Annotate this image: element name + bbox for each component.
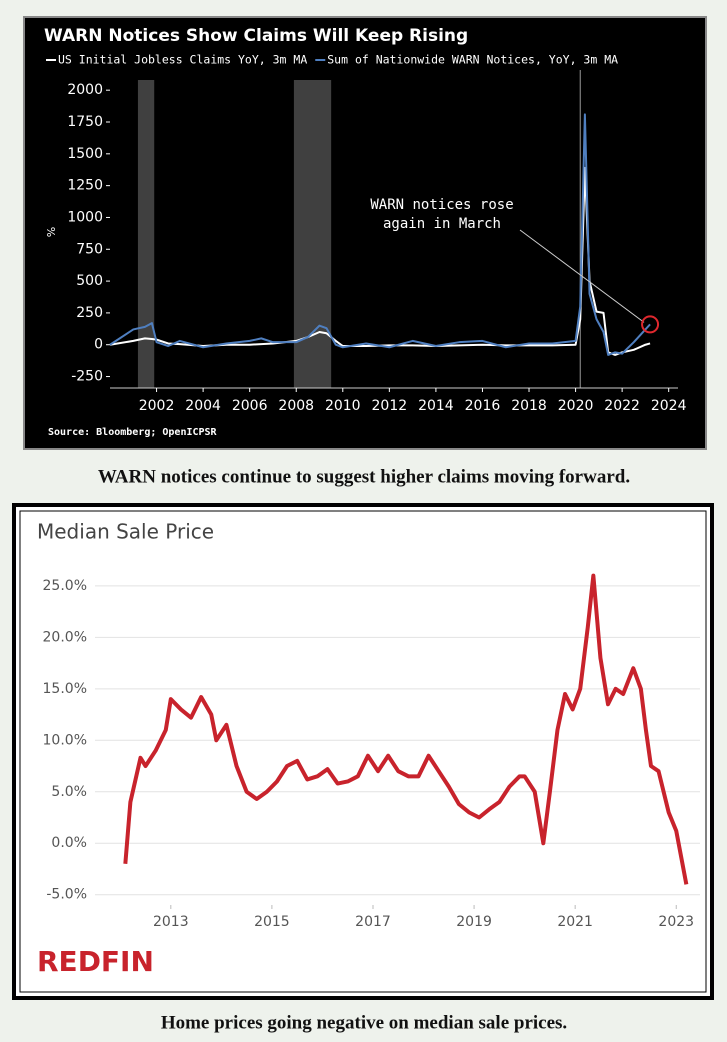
- data-line: [109, 113, 651, 356]
- x-tick-label: 2006: [232, 398, 268, 414]
- caption: WARN notices continue to suggest higher …: [98, 466, 630, 487]
- y-tick-label: 250: [76, 305, 103, 321]
- brand-logo: REDFIN: [37, 945, 154, 978]
- y-tick-label: 1500: [67, 146, 103, 162]
- y-tick-label: 0.0%: [51, 835, 87, 851]
- y-tick-label: 20.0%: [43, 629, 87, 645]
- source: Source: Bloomberg; OpenICPSR: [48, 427, 218, 438]
- x-tick-label: 2002: [139, 398, 175, 414]
- data-line: [123, 573, 689, 885]
- y-tick-label: 2000: [67, 82, 103, 98]
- legend-label: Sum of Nationwide WARN Notices, YoY, 3m …: [327, 53, 618, 67]
- x-tick-label: 2018: [511, 398, 547, 414]
- legend-label: US Initial Jobless Claims YoY, 3m MA: [58, 53, 307, 67]
- chart1-frame: [23, 16, 707, 450]
- y-tick-label: 750: [76, 241, 103, 257]
- y-tick-label: 500: [76, 273, 103, 289]
- x-tick-label: 2017: [355, 914, 391, 930]
- y-tick-label: 0: [94, 337, 103, 353]
- y-tick-label: 1750: [67, 114, 103, 130]
- x-tick-label: 2021: [557, 914, 593, 930]
- x-tick-label: 2022: [604, 398, 640, 414]
- x-tick-label: 2012: [372, 398, 408, 414]
- shaded-period: [293, 80, 332, 388]
- annotation-arrow: [519, 229, 645, 323]
- x-tick-label: 2010: [325, 398, 361, 414]
- x-tick-label: 2004: [185, 398, 221, 414]
- shaded-period: [137, 80, 155, 388]
- y-tick-label: 1000: [67, 209, 103, 225]
- x-tick-label: 2020: [558, 398, 594, 414]
- chart2-inner-frame: [19, 510, 707, 993]
- annotation: again in March: [383, 216, 501, 232]
- x-tick-label: 2014: [418, 398, 454, 414]
- x-tick-label: 2008: [278, 398, 314, 414]
- y-tick-label: 1250: [67, 178, 103, 194]
- y-tick-label: 5.0%: [51, 784, 87, 800]
- chart-title: WARN Notices Show Claims Will Keep Risin…: [44, 26, 468, 46]
- chart-title: Median Sale Price: [37, 520, 214, 544]
- x-tick-label: 2019: [456, 914, 492, 930]
- x-tick-label: 2013: [153, 914, 189, 930]
- data-line: [109, 166, 651, 356]
- y-tick-label: 10.0%: [43, 732, 87, 748]
- highlight-circle: [641, 315, 660, 334]
- x-tick-label: 2015: [254, 914, 290, 930]
- y-axis-label: %: [45, 227, 58, 237]
- y-tick-label: 15.0%: [43, 681, 87, 697]
- annotation: WARN notices rose: [370, 197, 513, 213]
- y-tick-label: 25.0%: [43, 578, 87, 594]
- caption: Home prices going negative on median sal…: [161, 1012, 567, 1033]
- y-tick-label: -250: [71, 369, 103, 385]
- y-tick-label: -5.0%: [46, 887, 87, 903]
- x-tick-label: 2023: [658, 914, 694, 930]
- x-tick-label: 2016: [465, 398, 501, 414]
- x-tick-label: 2024: [651, 398, 687, 414]
